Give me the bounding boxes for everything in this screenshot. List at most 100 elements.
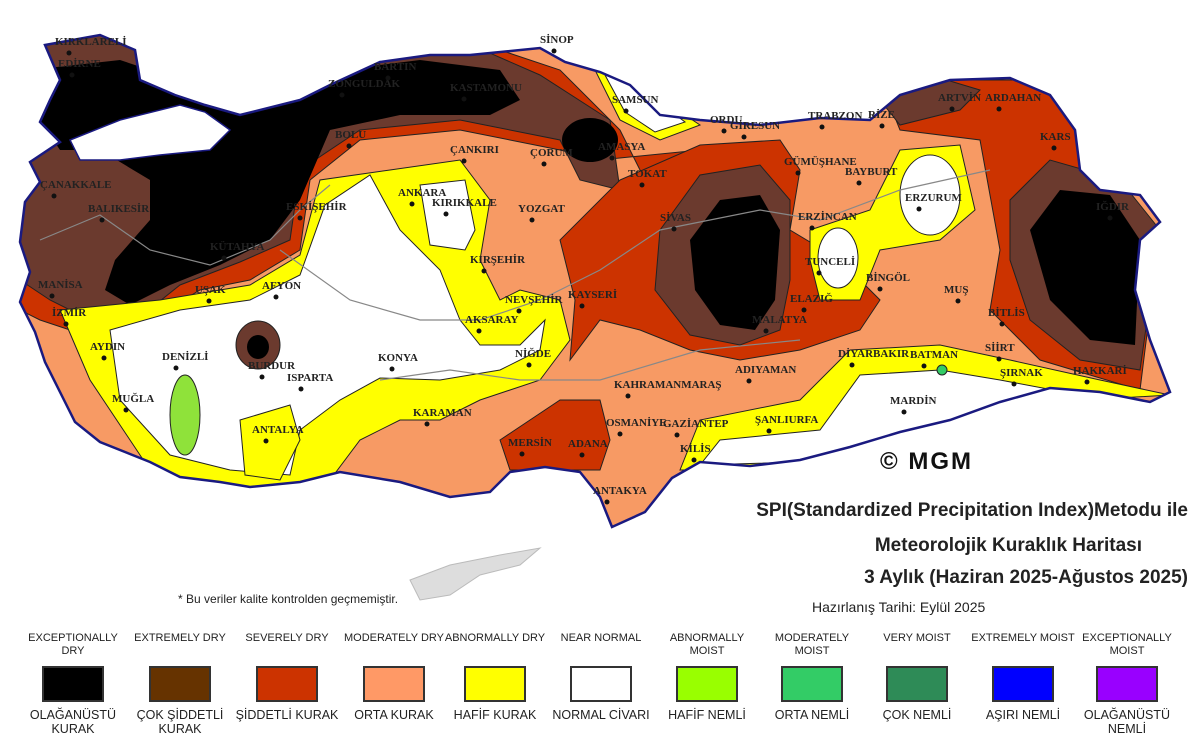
legend-en-label: VERY MOIST [883, 632, 951, 644]
city-dot [579, 452, 585, 458]
city-label: AYDIN [90, 341, 125, 353]
city-label: UŞAK [195, 284, 226, 296]
city-dot [409, 201, 415, 207]
city-label: ESKİŞEHİR [286, 201, 348, 213]
quality-note: * Bu veriler kalite kontrolden geçmemişt… [178, 592, 399, 606]
city-32: TOKAT [628, 168, 667, 188]
city-35: ORDU [710, 114, 742, 134]
legend-swatch [1096, 666, 1158, 702]
region-moist-batman [936, 364, 948, 376]
city-dot [766, 428, 772, 434]
legend-en-label: NEAR NORMAL [560, 632, 642, 644]
city-dot [63, 321, 69, 327]
city-15: KARAMAN [413, 407, 472, 427]
city-label: MUŞ [944, 284, 968, 296]
city-label: KÜTAHYA [210, 240, 264, 253]
city-20: KIRŞEHİR [470, 254, 526, 274]
city-69: ESKİŞEHİR [286, 201, 348, 221]
city-53: DİYARBAKIR [838, 348, 910, 368]
city-dot [999, 321, 1005, 327]
city-dot [877, 286, 883, 292]
city-label: YOZGAT [518, 203, 566, 215]
region-burdur-black [247, 335, 269, 359]
city-label: ERZİNCAN [798, 211, 857, 223]
city-23: ÇANKIRI [450, 144, 499, 164]
city-dot [639, 182, 645, 188]
legend-swatch [149, 666, 211, 702]
city-dot [206, 298, 212, 304]
city-dot [273, 294, 279, 300]
city-label: EDİRNE [58, 58, 101, 70]
city-39: ARTVİN [938, 92, 981, 112]
legend-tr-label: ORTA KURAK [354, 708, 434, 722]
city-37: TRABZON [808, 110, 862, 130]
city-dot [801, 307, 807, 313]
city-dot [173, 365, 179, 371]
city-label: ANTAKYA [593, 485, 647, 497]
marmara-sea [68, 104, 232, 161]
city-dot [819, 124, 825, 130]
city-label: ANKARA [398, 187, 446, 199]
city-3: BALIKESİR [88, 203, 150, 223]
city-dot [298, 386, 304, 392]
city-label: SİİRT [985, 342, 1015, 354]
city-label: SİNOP [540, 34, 574, 46]
legend-swatch [676, 666, 738, 702]
city-label: AMASYA [598, 141, 645, 153]
city-dot [996, 356, 1002, 362]
city-22: ANKARA [398, 187, 446, 207]
city-63: GAZİANTEP [663, 418, 729, 438]
city-label: MANİSA [38, 279, 83, 291]
city-16: AKSARAY [465, 314, 518, 334]
legend-item: SEVERELY DRY ŞİDDETLİ KURAK [232, 632, 342, 722]
city-label: ARDAHAN [985, 92, 1041, 104]
legend-tr-label: ÇOK NEMLİ [882, 708, 952, 722]
city-label: ŞIRNAK [1000, 367, 1043, 379]
city-36: GİRESUN [730, 120, 780, 140]
legend-tr-label: HAFİF KURAK [453, 708, 537, 722]
city-label: BALIKESİR [88, 203, 150, 215]
city-64: KİLİS [680, 443, 711, 463]
city-dot [123, 407, 129, 413]
city-68: KÜTAHYA [210, 240, 264, 261]
legend-en-label: EXCEPTIONALLY DRY [28, 632, 118, 657]
city-dot [949, 106, 955, 112]
city-1: EDİRNE [58, 58, 101, 78]
city-dot [916, 206, 922, 212]
city-56: ŞIRNAK [1000, 367, 1043, 387]
region-moist-denizli [169, 374, 201, 456]
city-50: BİTLİS [988, 307, 1025, 327]
city-dot [461, 158, 467, 164]
legend-item: EXCEPTIONALLY DRY OLAĞANÜSTÜ KURAK [18, 632, 128, 736]
legend-swatch [886, 666, 948, 702]
city-dot [955, 298, 961, 304]
legend-tr-label: ŞİDDETLİ KURAK [235, 708, 339, 722]
city-26: BARTIN [374, 61, 416, 81]
city-dot [879, 123, 885, 129]
city-dot [259, 374, 265, 380]
city-label: ELAZIĞ [790, 292, 833, 305]
legend-item: ABNORMALLY DRY HAFİF KURAK [440, 632, 550, 722]
city-dot [921, 363, 927, 369]
city-label: BİTLİS [988, 307, 1025, 319]
city-dot [623, 108, 629, 114]
legend-swatch [781, 666, 843, 702]
city-41: KARS [1040, 131, 1071, 151]
legend-item: EXTREMELY MOIST AŞIRI NEMLİ [968, 632, 1078, 722]
city-label: OSMANİYE [606, 417, 667, 429]
city-label: TOKAT [628, 168, 667, 180]
city-label: KARS [1040, 131, 1071, 143]
city-9: UŞAK [195, 284, 226, 304]
city-dot [579, 303, 585, 309]
city-58: MARDİN [890, 395, 936, 415]
city-dot [604, 499, 610, 505]
city-label: MALATYA [752, 314, 807, 326]
city-dot [901, 409, 907, 415]
city-49: MUŞ [944, 284, 968, 304]
city-label: ADANA [568, 438, 608, 450]
region-near-normal-tunceli [817, 227, 859, 289]
city-47: TUNCELİ [805, 256, 855, 276]
city-label: GİRESUN [730, 120, 780, 132]
city-label: BOLU [335, 129, 366, 141]
city-dot [541, 161, 547, 167]
